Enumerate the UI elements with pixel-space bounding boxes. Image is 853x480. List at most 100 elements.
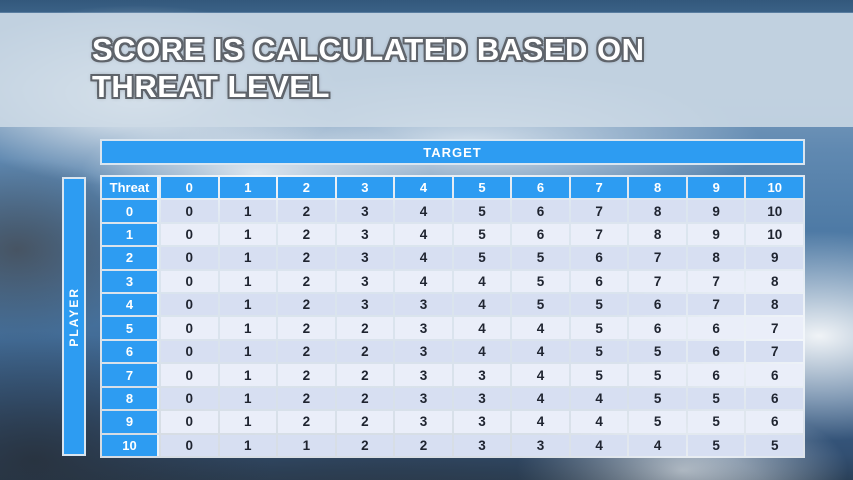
score-cell: 6	[570, 270, 628, 293]
score-cell: 2	[336, 434, 394, 456]
score-cell: 0	[161, 200, 218, 222]
score-cell: 7	[570, 223, 628, 246]
score-cell: 6	[687, 340, 745, 363]
score-cell: 1	[219, 317, 277, 339]
column-header: 7	[570, 177, 628, 199]
score-cell: 4	[512, 340, 569, 363]
score-cell: 4	[570, 387, 628, 410]
score-cell: 5	[453, 247, 511, 269]
score-cell: 6	[687, 364, 745, 386]
score-cell: 3	[336, 223, 394, 246]
score-cell: 7	[570, 200, 628, 222]
score-cell: 3	[336, 270, 394, 293]
score-cell: 5	[629, 340, 686, 363]
row-label: 4	[102, 294, 159, 316]
score-cell: 1	[219, 294, 277, 316]
score-cell: 3	[395, 317, 452, 339]
score-cell: 3	[395, 411, 452, 433]
score-cell: 0	[161, 247, 218, 269]
score-cell: 3	[453, 411, 511, 433]
score-cell: 4	[570, 434, 628, 456]
row-label: 9	[102, 411, 159, 433]
score-cell: 3	[395, 340, 452, 363]
score-cell: 1	[278, 434, 335, 456]
score-cell: 8	[629, 223, 686, 246]
score-cell: 4	[512, 317, 569, 339]
score-cell: 9	[746, 247, 803, 269]
column-header: 8	[629, 177, 686, 199]
score-cell: 6	[512, 223, 569, 246]
score-cell: 7	[746, 317, 803, 339]
column-header: 4	[395, 177, 452, 199]
score-cell: 3	[336, 294, 394, 316]
score-cell: 8	[687, 247, 745, 269]
score-cell: 4	[453, 270, 511, 293]
score-cell: 6	[570, 247, 628, 269]
score-cell: 6	[746, 411, 803, 433]
row-label: 5	[102, 317, 159, 339]
column-header: 1	[219, 177, 277, 199]
row-label: 8	[102, 387, 159, 410]
score-cell: 4	[512, 387, 569, 410]
score-cell: 3	[395, 294, 452, 316]
score-cell: 5	[570, 364, 628, 386]
score-cell: 4	[395, 247, 452, 269]
score-cell: 5	[453, 223, 511, 246]
score-cell: 1	[219, 247, 277, 269]
score-cell: 0	[161, 411, 218, 433]
score-cell: 0	[161, 387, 218, 410]
score-cell: 5	[629, 387, 686, 410]
row-label: 2	[102, 247, 159, 269]
score-cell: 4	[512, 411, 569, 433]
score-cell: 6	[629, 294, 686, 316]
score-cell: 2	[336, 340, 394, 363]
row-label: 1	[102, 223, 159, 246]
row-label: 3	[102, 270, 159, 293]
score-cell: 2	[336, 364, 394, 386]
score-cell: 5	[687, 434, 745, 456]
score-cell: 2	[278, 270, 335, 293]
target-header-bar: TARGET	[100, 139, 805, 165]
score-cell: 2	[278, 223, 335, 246]
score-cell: 5	[687, 411, 745, 433]
score-cell: 7	[687, 294, 745, 316]
score-cell: 2	[278, 411, 335, 433]
score-cell: 0	[161, 294, 218, 316]
player-header-bar: PLAYER	[62, 177, 86, 456]
score-cell: 0	[161, 434, 218, 456]
score-cell: 5	[512, 247, 569, 269]
score-cell: 2	[278, 317, 335, 339]
score-cell: 2	[336, 411, 394, 433]
score-cell: 5	[453, 200, 511, 222]
score-cell: 1	[219, 387, 277, 410]
score-cell: 2	[395, 434, 452, 456]
row-label: 0	[102, 200, 159, 222]
score-cell: 3	[395, 364, 452, 386]
score-cell: 1	[219, 270, 277, 293]
score-cell: 5	[570, 317, 628, 339]
score-cell: 0	[161, 340, 218, 363]
column-header: 10	[746, 177, 803, 199]
score-cell: 6	[629, 317, 686, 339]
score-cell: 3	[395, 387, 452, 410]
column-header: 5	[453, 177, 511, 199]
score-cell: 6	[746, 364, 803, 386]
score-cell: 7	[629, 247, 686, 269]
score-cell: 6	[746, 387, 803, 410]
score-cell: 4	[453, 340, 511, 363]
score-cell: 2	[278, 294, 335, 316]
score-cell: 5	[687, 387, 745, 410]
title-line-2: THREAT LEVEL	[92, 69, 330, 104]
score-cell: 7	[746, 340, 803, 363]
score-cell: 2	[336, 387, 394, 410]
score-cell: 2	[278, 364, 335, 386]
score-cell: 8	[746, 270, 803, 293]
score-cell: 4	[395, 270, 452, 293]
score-cell: 5	[570, 294, 628, 316]
score-cell: 8	[746, 294, 803, 316]
score-cell: 2	[278, 340, 335, 363]
score-cell: 0	[161, 223, 218, 246]
player-label: PLAYER	[67, 286, 81, 347]
score-cell: 3	[453, 387, 511, 410]
